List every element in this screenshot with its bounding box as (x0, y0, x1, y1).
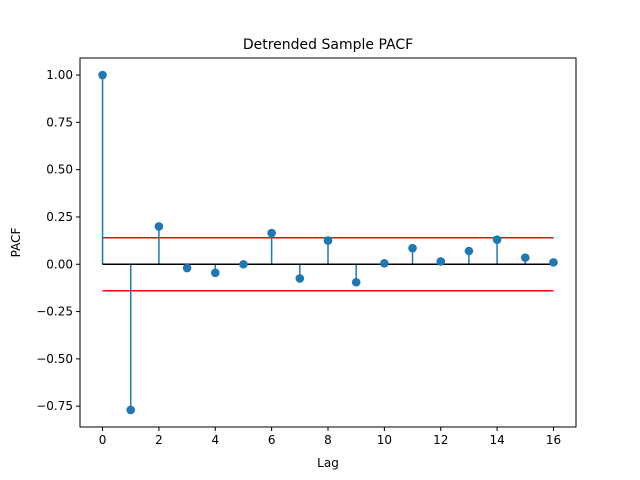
y-tick-label: 0.25 (46, 210, 73, 224)
stem-marker (408, 243, 417, 253)
x-tick-label: 0 (99, 433, 107, 447)
stem-marker (323, 236, 333, 245)
stem-marker (436, 257, 446, 266)
stem-marker (267, 228, 276, 238)
stem-marker (380, 259, 389, 268)
x-tick-label: 8 (324, 433, 332, 447)
y-axis-label: PACF (9, 228, 23, 258)
y-tick-label: 0.50 (46, 163, 73, 177)
x-tick-label: 6 (268, 433, 276, 447)
stem-marker (295, 274, 305, 283)
y-tick-label: −0.50 (36, 352, 73, 366)
stem-marker (549, 258, 558, 267)
stem-marker (154, 222, 164, 231)
x-tick-label: 4 (211, 433, 219, 447)
stem-marker (210, 268, 220, 278)
y-tick-label: 0.75 (46, 115, 73, 129)
x-axis-label: Lag (317, 456, 339, 470)
x-tick-label: 10 (377, 433, 392, 447)
chart-title: Detrended Sample PACF (243, 37, 413, 53)
stem-marker (98, 70, 107, 80)
stem-marker (464, 246, 474, 256)
stem-marker (351, 277, 361, 287)
stem-marker (520, 253, 530, 262)
x-tick-label: 2 (155, 433, 163, 447)
x-tick-label: 12 (433, 433, 448, 447)
x-tick-label: 14 (489, 433, 504, 447)
stem-marker (492, 235, 502, 244)
stem-marker (239, 259, 248, 269)
x-tick-label: 16 (546, 433, 561, 447)
y-tick-label: −0.75 (36, 399, 73, 413)
stem-marker (182, 263, 192, 273)
y-tick-label: −0.25 (36, 305, 73, 319)
y-tick-label: 1.00 (46, 68, 73, 82)
y-tick-label: 0.00 (46, 257, 73, 271)
stem-marker (126, 405, 136, 415)
